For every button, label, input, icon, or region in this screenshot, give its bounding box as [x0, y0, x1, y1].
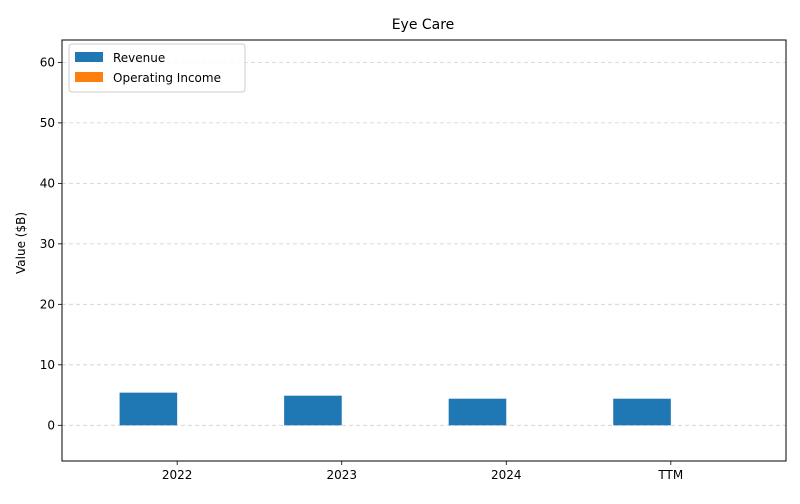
- legend-label-operating-income: Operating Income: [113, 71, 221, 85]
- x-tick-label: 2023: [326, 468, 357, 482]
- y-axis-title: Value ($B): [14, 212, 28, 274]
- legend-label-revenue: Revenue: [113, 51, 165, 65]
- y-tick-label: 30: [40, 237, 55, 251]
- y-tick-label: 60: [40, 55, 55, 69]
- bars: [119, 392, 671, 426]
- y-tick-label: 0: [47, 418, 55, 432]
- legend-box: [68, 43, 246, 93]
- y-tick-label: 10: [40, 358, 55, 372]
- x-tick-label: 2022: [162, 468, 193, 482]
- bar-revenue-2024: [448, 398, 507, 426]
- gridlines: [62, 61, 786, 426]
- y-tick-label: 50: [40, 116, 55, 130]
- x-tick-label: 2024: [491, 468, 522, 482]
- legend-swatch-revenue: [75, 52, 103, 62]
- legend-swatch-operating-income: [75, 72, 103, 82]
- y-tick-label: 20: [40, 297, 55, 311]
- bar-revenue-ttm: [613, 398, 671, 426]
- plot-frame: [61, 39, 787, 462]
- y-tick-label: 40: [40, 176, 55, 190]
- legend: Revenue Operating Income: [68, 43, 246, 93]
- bar-revenue-2023: [284, 395, 342, 426]
- x-tick-label: TTM: [657, 468, 683, 482]
- bar-revenue-2022: [119, 392, 178, 426]
- axes: 0 10 20 30 40 50 60 2022 2023 2024 TTM: [40, 39, 787, 482]
- chart-title: Eye Care: [392, 17, 455, 33]
